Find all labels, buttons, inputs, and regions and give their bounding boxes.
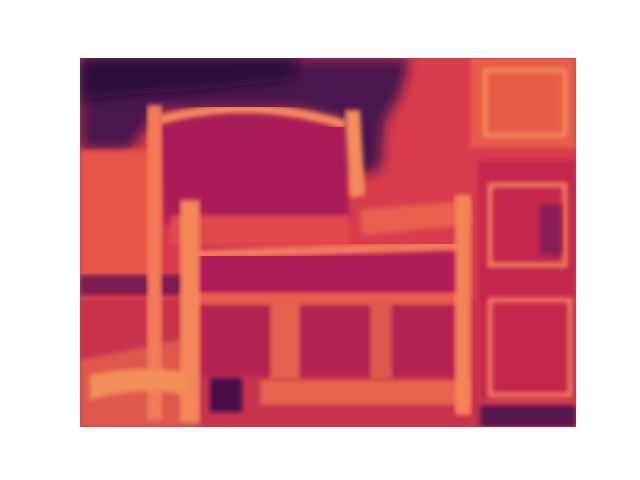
- seat-edge: [189, 240, 466, 260]
- front-leg: [455, 195, 471, 415]
- cabinet-frame: [487, 182, 568, 268]
- rear-leg: [370, 300, 392, 380]
- chair-back: [160, 108, 350, 225]
- floor-light: [260, 380, 470, 405]
- seat-front: [190, 292, 465, 306]
- wall: [80, 150, 150, 280]
- front-leg: [180, 200, 200, 422]
- cabinet-frame: [487, 297, 573, 398]
- chair-top-rail: [158, 104, 347, 130]
- chair-arm: [360, 200, 472, 235]
- dark-object: [210, 378, 242, 412]
- rear-leg: [270, 300, 300, 380]
- baseboard: [80, 275, 190, 295]
- cabinet: [478, 160, 576, 400]
- panel-frame: [483, 68, 567, 137]
- back-post: [147, 105, 162, 420]
- floor-dark: [480, 405, 576, 427]
- dark-region: [80, 58, 300, 100]
- heatmap-image: [80, 58, 576, 427]
- cabinet-shadow: [540, 205, 562, 255]
- arm-post: [345, 110, 365, 198]
- floor-highlight: [90, 369, 185, 400]
- under-seat: [200, 306, 455, 376]
